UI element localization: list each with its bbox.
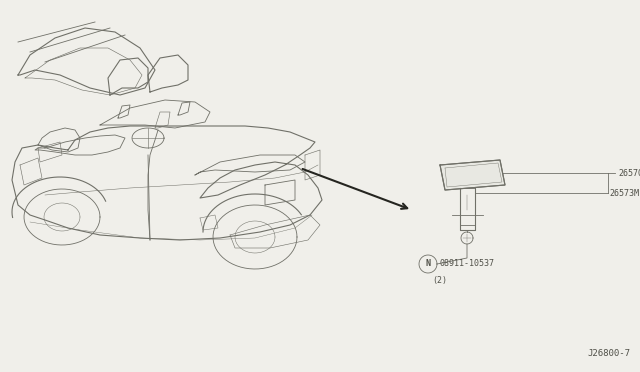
Text: (2): (2) — [432, 276, 447, 285]
Text: 26570M: 26570M — [618, 169, 640, 177]
Text: J26800-7: J26800-7 — [587, 349, 630, 358]
Text: N: N — [426, 260, 431, 269]
Polygon shape — [440, 160, 505, 190]
Text: 26573M: 26573M — [609, 189, 639, 198]
Text: 08911-10537: 08911-10537 — [439, 260, 494, 269]
